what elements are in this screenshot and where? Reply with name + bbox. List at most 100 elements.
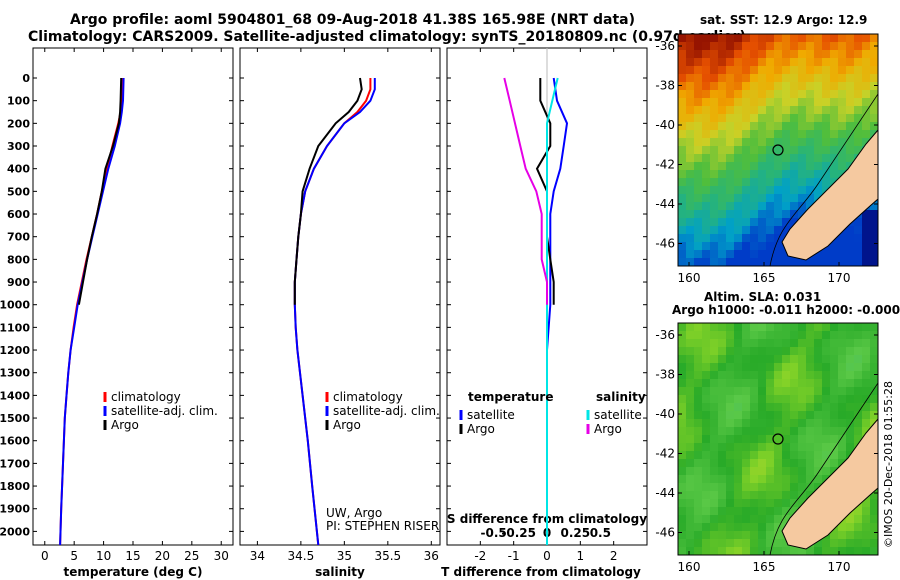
map-cell	[710, 58, 719, 67]
map-cell	[798, 74, 807, 83]
map-cell	[742, 114, 751, 123]
map-cell	[806, 66, 815, 75]
map-cell	[686, 146, 695, 155]
map-cell	[846, 226, 855, 235]
x-tick-label: 30	[214, 549, 229, 563]
map-cell	[750, 371, 759, 380]
map-cell	[718, 82, 727, 91]
map-cell	[718, 58, 727, 67]
map-cell	[814, 427, 823, 436]
map-cell	[790, 475, 799, 484]
map-cell	[758, 178, 767, 187]
map-cell	[694, 138, 703, 147]
map-cell	[862, 98, 871, 107]
map-cell	[686, 483, 695, 492]
map-cell	[710, 66, 719, 75]
map-cell	[694, 186, 703, 195]
map-cell	[686, 122, 695, 131]
map-cell	[710, 50, 719, 59]
y-tick-label: -44	[655, 197, 675, 211]
map-cell	[774, 170, 783, 179]
map-cell	[742, 42, 751, 51]
map-cell	[798, 395, 807, 404]
map-cell	[710, 154, 719, 163]
map-cell	[798, 491, 807, 500]
map-cell	[774, 74, 783, 83]
map-cell	[686, 170, 695, 179]
map-cell	[694, 427, 703, 436]
map-cell	[742, 523, 751, 532]
legend-label: climatology	[333, 390, 403, 404]
map-cell	[798, 186, 807, 195]
map-cell	[734, 435, 743, 444]
map-cell	[766, 138, 775, 147]
map-cell	[718, 539, 727, 548]
map-cell	[726, 459, 735, 468]
map-cell	[702, 483, 711, 492]
map-cell	[846, 331, 855, 340]
map-cell	[782, 411, 791, 420]
legend-label: Argo	[594, 422, 622, 436]
map-cell	[726, 395, 735, 404]
map-cell	[710, 427, 719, 436]
map-cell	[678, 347, 687, 356]
map-cell	[742, 258, 751, 267]
map-cell	[750, 523, 759, 532]
map-cell	[822, 50, 831, 59]
map-cell	[734, 379, 743, 388]
x-tick-label: 170	[828, 271, 851, 285]
map-cell	[782, 491, 791, 500]
map-cell	[782, 483, 791, 492]
map-cell	[766, 34, 775, 43]
map-cell	[718, 234, 727, 243]
map-cell	[742, 387, 751, 396]
map-cell	[862, 331, 871, 340]
map-cell	[750, 162, 759, 171]
map-cell	[718, 98, 727, 107]
map-cell	[694, 451, 703, 460]
map-cell	[790, 202, 799, 211]
series-line-satellite-adj-clim-	[293, 78, 376, 545]
map-cell	[774, 34, 783, 43]
map-cell	[750, 403, 759, 412]
map-cell	[870, 98, 879, 107]
map-cell	[694, 467, 703, 476]
map-cell	[678, 170, 687, 179]
map-cell	[806, 154, 815, 163]
map-cell	[790, 371, 799, 380]
y-tick-label: -38	[655, 79, 675, 93]
map-cell	[742, 403, 751, 412]
map-cell	[846, 242, 855, 251]
map-cell	[678, 226, 687, 235]
map-cell	[766, 82, 775, 91]
map-cell	[710, 170, 719, 179]
map-cell	[694, 443, 703, 452]
map-cell	[774, 162, 783, 171]
map-cell	[718, 475, 727, 484]
map-cell	[782, 331, 791, 340]
map-cell	[758, 66, 767, 75]
map-cell	[758, 363, 767, 372]
map-cell	[822, 258, 831, 267]
map-cell	[814, 475, 823, 484]
map-cell	[822, 154, 831, 163]
map-cell	[734, 58, 743, 67]
map-cell	[830, 363, 839, 372]
map-cell	[774, 258, 783, 267]
map-cell	[718, 146, 727, 155]
map-cell	[750, 451, 759, 460]
credit-line1: UW, Argo	[326, 506, 382, 520]
legend-label: climatology	[111, 390, 181, 404]
map-cell	[750, 34, 759, 43]
map-cell	[782, 451, 791, 460]
map-cell	[822, 443, 831, 452]
map-cell	[838, 114, 847, 123]
map-cell	[726, 427, 735, 436]
map-cell	[830, 395, 839, 404]
map-cell	[782, 419, 791, 428]
map-cell	[742, 515, 751, 524]
map-cell	[862, 226, 871, 235]
map-cell	[710, 138, 719, 147]
map-cell	[726, 58, 735, 67]
